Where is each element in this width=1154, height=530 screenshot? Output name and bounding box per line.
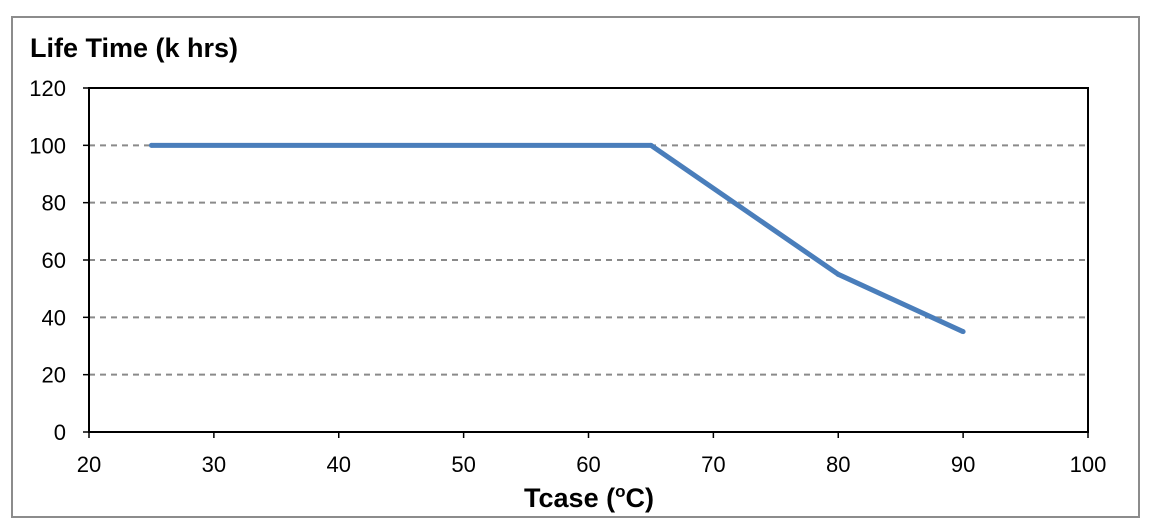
data-point-2 bbox=[835, 271, 841, 277]
x-axis-ticks: 20 30 40 50 60 70 80 90 100 bbox=[77, 432, 1107, 477]
x-tick-label-40: 40 bbox=[327, 452, 351, 477]
y-tick-label-20: 20 bbox=[42, 363, 66, 388]
x-tick-label-20: 20 bbox=[77, 452, 101, 477]
x-tick-label-100: 100 bbox=[1070, 452, 1107, 477]
x-axis-label-unit: C) bbox=[625, 483, 654, 513]
y-tick-label-60: 60 bbox=[42, 248, 66, 273]
data-point-3 bbox=[960, 329, 966, 335]
y-axis-ticks: 0 20 40 60 80 100 120 bbox=[29, 76, 89, 445]
x-axis-label-main: Tcase ( bbox=[524, 483, 615, 513]
x-axis-label: Tcase (oC) bbox=[524, 482, 654, 513]
gridlines bbox=[89, 144, 1088, 376]
series-layer bbox=[148, 142, 966, 335]
y-tick-label-40: 40 bbox=[42, 305, 66, 330]
x-tick-label-90: 90 bbox=[951, 452, 975, 477]
y-tick-label-100: 100 bbox=[29, 133, 66, 158]
x-axis-label-degree: o bbox=[615, 482, 625, 501]
data-point-1 bbox=[648, 142, 654, 148]
x-tick-label-80: 80 bbox=[826, 452, 850, 477]
x-tick-label-50: 50 bbox=[451, 452, 475, 477]
x-tick-label-70: 70 bbox=[701, 452, 725, 477]
data-point-0 bbox=[148, 142, 154, 148]
x-tick-label-60: 60 bbox=[576, 452, 600, 477]
y-tick-label-120: 120 bbox=[29, 76, 66, 101]
chart-title: Life Time (k hrs) bbox=[30, 33, 238, 63]
y-tick-label-0: 0 bbox=[54, 420, 66, 445]
chart-frame bbox=[11, 16, 1140, 518]
x-tick-label-30: 30 bbox=[202, 452, 226, 477]
series-line-0 bbox=[151, 142, 965, 334]
y-tick-label-80: 80 bbox=[42, 191, 66, 216]
